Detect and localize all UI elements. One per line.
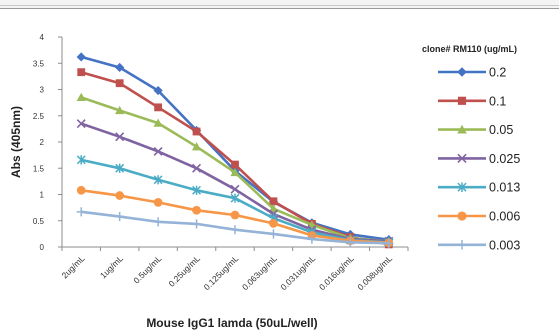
legend-item-0-006: 0.006 (438, 210, 520, 224)
y-tick-label: 2 (40, 138, 45, 147)
data-point (230, 225, 240, 235)
data-point (230, 193, 240, 203)
data-point (268, 204, 279, 213)
legend-item-0-003: 0.003 (438, 238, 520, 252)
data-point (115, 105, 125, 115)
data-point (76, 119, 86, 129)
y-tick-label: 1.5 (33, 164, 45, 173)
x-tick-label: 0.5ug/mL (131, 253, 163, 285)
y-tick-label: 0.5 (33, 217, 45, 226)
data-point (457, 67, 467, 77)
data-point (192, 163, 202, 173)
legend-label: 0.003 (489, 238, 520, 252)
data-point (230, 167, 240, 177)
y-tick-label: 3 (40, 86, 45, 95)
data-point (115, 211, 125, 222)
data-point (76, 185, 86, 195)
series-0-006 (76, 185, 394, 248)
data-point (457, 182, 467, 192)
data-point (191, 219, 202, 229)
legend-label: 0.006 (489, 210, 520, 224)
y-tick-label: 1 (40, 191, 45, 200)
series-layer (76, 52, 394, 249)
data-point (384, 238, 394, 248)
series-0-1 (77, 68, 393, 249)
data-point (154, 103, 163, 112)
data-point (192, 205, 201, 215)
x-tick-label: 0.016ug/mL (317, 253, 356, 292)
data-point (153, 118, 163, 127)
data-point (192, 127, 201, 136)
x-tick-label: 2ug/mL (60, 253, 87, 280)
legend-label: 0.1 (489, 94, 506, 108)
x-axis-ticks: 2ug/mL 1ug/mL 0.5ug/mL 0.25ug/mL 0.125ug/mL 0… (60, 253, 395, 292)
legend-label: 0.013 (489, 181, 520, 195)
series-line (80, 122, 389, 243)
data-point (457, 124, 467, 134)
data-point (191, 142, 202, 151)
data-point (153, 85, 163, 96)
data-point (115, 132, 125, 142)
data-point (230, 184, 240, 194)
data-point (457, 211, 467, 221)
data-point (115, 191, 125, 200)
data-point (76, 52, 86, 62)
x-axis-title: Mouse IgG1 lamda (50uL/well) (146, 316, 317, 330)
legend-item-0-1: 0.1 (438, 94, 506, 108)
data-point (307, 234, 317, 244)
series-0-003 (76, 207, 394, 248)
data-point (231, 160, 239, 169)
legend-label: 0.05 (489, 123, 513, 137)
data-point (153, 146, 163, 156)
legend-item-0-05: 0.05 (438, 123, 513, 137)
data-point (153, 175, 163, 185)
legend-item-0-2: 0.2 (438, 66, 506, 80)
data-point (457, 96, 467, 105)
legend-label: 0.025 (489, 152, 520, 166)
data-point (115, 62, 125, 73)
x-tick-label: 0.125ug/mL (202, 253, 241, 292)
data-point (457, 153, 467, 164)
data-point (269, 219, 278, 228)
data-point (269, 197, 278, 206)
data-point (76, 155, 86, 165)
y-tick-label: 2.5 (33, 112, 45, 121)
data-point (115, 163, 125, 173)
legend: clone# RM110 (ug/mL) 0.2 0.1 0.05 0.025 0.01… (422, 44, 520, 252)
data-point (230, 210, 240, 220)
legend-title: clone# RM110 (ug/mL) (422, 44, 517, 54)
x-tick-label: 0.008ug/mL (355, 253, 394, 292)
y-axis-title: Abs (405nm) (9, 106, 23, 178)
window-frame-top (0, 0, 559, 9)
y-tick-label: 4 (40, 33, 45, 42)
data-point (77, 68, 86, 77)
y-tick-label: 3.5 (33, 59, 45, 68)
x-tick-label: 0.063ug/mL (240, 253, 279, 292)
legend-item-0-025: 0.025 (438, 152, 520, 166)
x-tick-label: 0.25ug/mL (166, 253, 202, 289)
data-point (345, 237, 355, 247)
y-tick-label: 0 (40, 243, 45, 252)
x-tick-label: 1ug/mL (98, 253, 125, 280)
data-point (268, 229, 279, 239)
legend-label: 0.2 (489, 66, 506, 80)
x-tick-label: 0.031ug/mL (278, 253, 317, 292)
data-point (153, 198, 163, 207)
chart-axes (61, 37, 409, 251)
data-point (192, 185, 201, 195)
data-point (153, 217, 163, 227)
data-point (76, 92, 86, 102)
y-axis-ticks: 0 0.5 1 1.5 2 2.5 3 3.5 4 (33, 33, 62, 252)
data-point (76, 207, 86, 217)
legend-item-0-013: 0.013 (438, 181, 520, 195)
data-point (457, 240, 467, 250)
data-point (115, 79, 124, 88)
